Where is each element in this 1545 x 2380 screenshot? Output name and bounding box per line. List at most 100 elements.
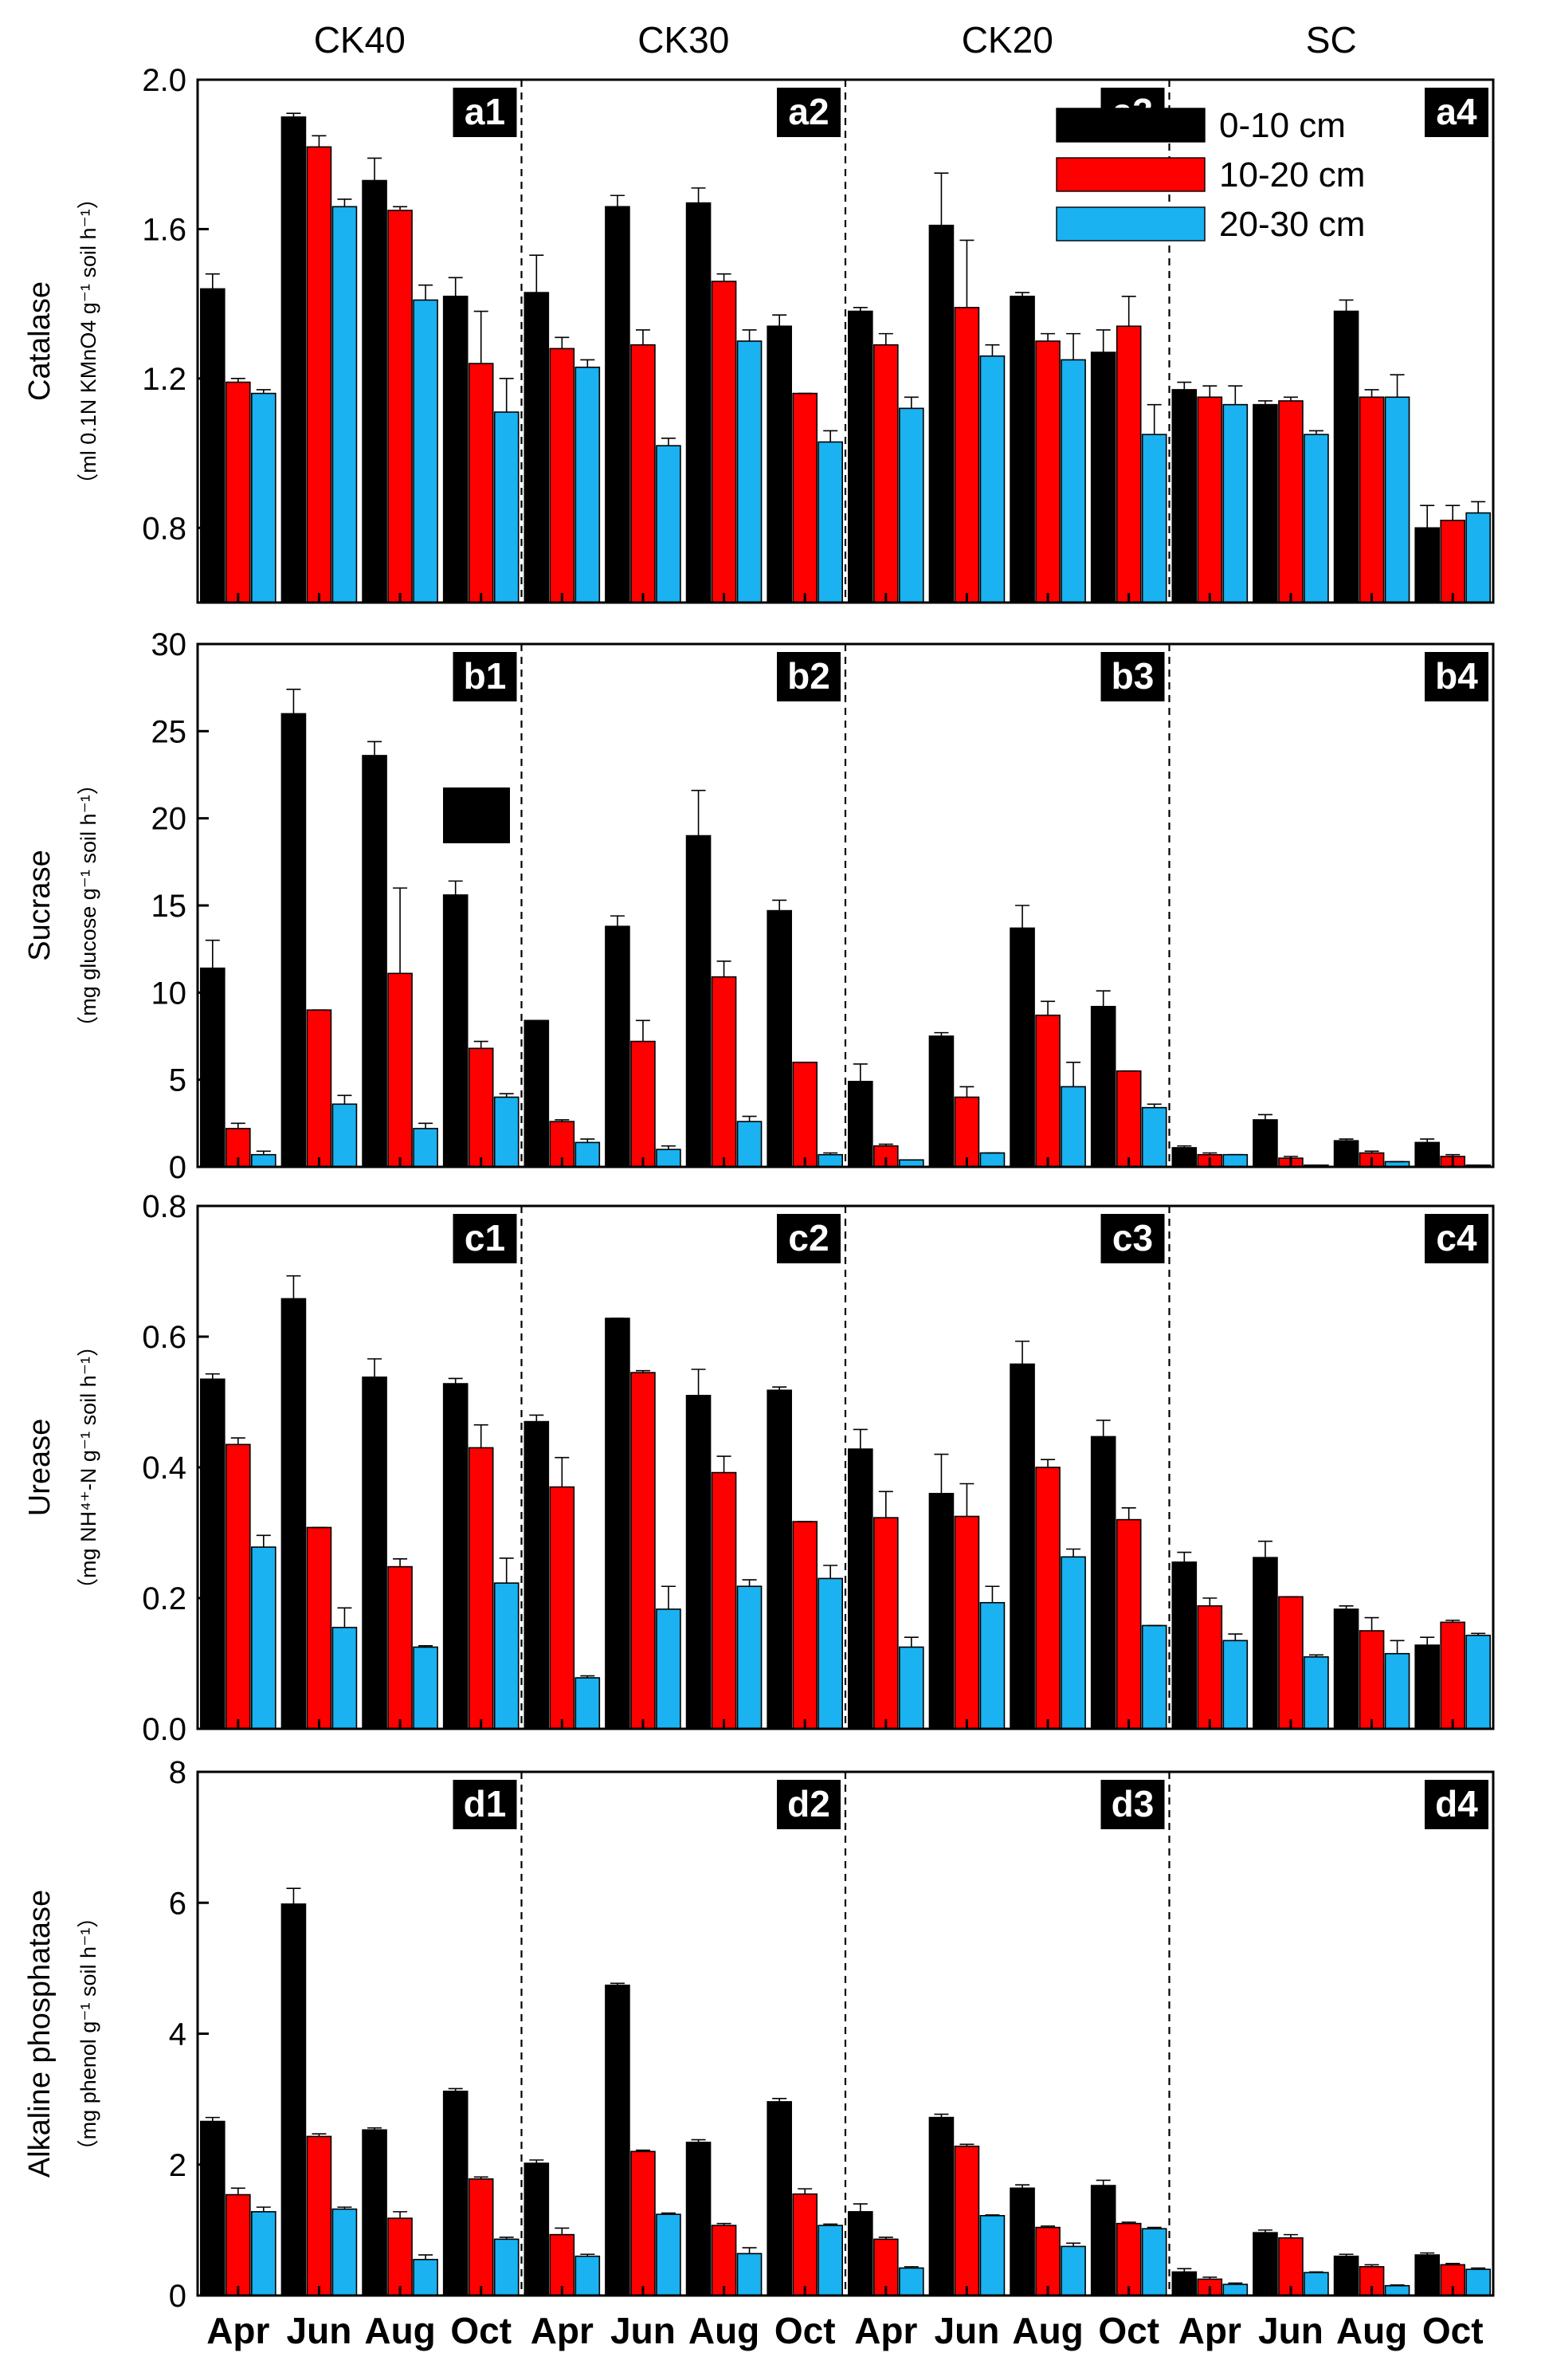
bar-a-ck40-aug-1 [387,210,413,603]
bar-b-sc-aug-0 [1333,1140,1359,1168]
bar-c-sc-jun-2 [1304,1656,1329,1730]
bar-d-ck40-jun-2 [331,2208,358,2296]
chart-panel-b: 0 5 10 15 20 25 30 Sucrase （mg glucose g⁻¹ soil … [23,627,1495,1185]
bar-c-ck20-apr-0 [848,1448,873,1730]
bar-d-ck40-aug-0 [362,2129,387,2296]
bar-b-ck20-jun-1 [954,1096,980,1168]
bar-d-ck30-jun-2 [656,2213,681,2296]
x-tick-label-jun: Jun [610,2310,676,2351]
chart-panel-a: 0.8 1.2 1.6 2.0 Catalase （ml 0.1N KMnO4 g⁻¹ s… [23,63,1495,604]
panel-label-box [1100,652,1165,701]
bar-a-ck20-aug-0 [1010,295,1035,603]
bar-c-ck30-apr-0 [523,1420,550,1730]
chart-panel-c: 0.0 0.2 0.4 0.6 0.8 Urease （mg NH⁴⁺-N g⁻¹ soil… [23,1189,1495,1747]
bar-b-ck40-oct-1 [468,1047,494,1168]
bar-a-sc-oct-0 [1414,527,1440,603]
bar-d-sc-oct-0 [1414,2254,1440,2296]
bar-a-ck30-jun-0 [605,206,630,603]
bar-d-ck20-oct-1 [1116,2222,1142,2296]
bar-b-ck30-oct-1 [792,1062,818,1168]
panel-label-c1: c1 [465,1217,505,1259]
bar-c-ck40-apr-2 [251,1546,276,1730]
bar-b-ck20-oct-2 [1141,1106,1167,1168]
bar-b-ck20-aug-0 [1010,927,1035,1168]
legend-swatch-2 [1056,206,1206,242]
bar-b-ck30-aug-2 [736,1121,763,1168]
group-title-ck40: CK40 [314,19,406,61]
chart-panel-d: 0 2 4 6 8 Alkaline phosphatase （mg phenol g⁻¹ … [23,1755,1495,2314]
bar-d-ck30-oct-1 [792,2193,818,2296]
bar-d-ck20-jun-2 [979,2215,1006,2296]
bar-d-ck20-apr-2 [899,2267,924,2296]
bar-a-ck30-oct-2 [818,441,843,603]
panel-label-box [453,1780,517,1829]
y-tick-label: 20 [151,802,187,837]
bar-b-ck40-oct-2 [493,1096,520,1168]
bar-d-ck40-apr-1 [225,2193,251,2296]
bar-a-sc-jun-1 [1278,400,1304,603]
group-title-ck30: CK30 [637,19,729,61]
bar-d-ck40-jun-1 [306,2135,332,2296]
y-tick-label: 4 [169,2017,186,2052]
bar-c-ck20-aug-1 [1035,1467,1061,1730]
bar-a-ck30-aug-2 [736,340,763,603]
legend-label-1: 10-20 cm [1219,155,1365,194]
panel-label-b2: b2 [787,655,830,697]
bar-d-sc-apr-0 [1171,2271,1198,2296]
bar-c-ck20-oct-2 [1141,1624,1167,1730]
panel-label-d3: d3 [1112,1783,1155,1824]
x-tick-label-jun: Jun [287,2310,352,2351]
bar-c-ck20-aug-2 [1061,1556,1086,1730]
bar-a-ck40-oct-1 [468,363,494,603]
bar-b-ck20-oct-0 [1090,1006,1116,1168]
y-tick-label: 0.8 [142,511,186,546]
bar-d-ck40-oct-0 [442,2090,469,2296]
bar-d-ck20-oct-2 [1141,2228,1167,2296]
y-tick-label: 0 [169,1150,186,1185]
panel-label-box [453,1214,517,1263]
bar-b-ck20-aug-1 [1035,1014,1061,1168]
bar-b-ck30-apr-2 [574,1141,601,1168]
bar-c-ck20-jun-0 [928,1493,955,1730]
y-tick-label: 6 [169,1886,186,1921]
x-tick-label-aug: Aug [688,2310,759,2351]
bar-a-ck40-aug-0 [362,179,387,603]
bar-b-sc-apr-2 [1222,1153,1249,1168]
bar-a-ck30-jun-1 [630,344,656,603]
y-axis-unit: （mg NH⁴⁺-N g⁻¹ soil h⁻¹） [76,1335,100,1600]
y-tick-label: 0.6 [142,1320,186,1355]
bar-b-ck40-aug-0 [362,755,387,1168]
bar-b-ck40-oct-0 [442,894,469,1168]
y-tick-label: 30 [151,627,187,662]
bar-b-ck20-aug-2 [1061,1086,1086,1168]
bar-c-ck40-apr-0 [200,1378,225,1730]
bar-c-sc-oct-2 [1465,1634,1491,1730]
panel-label-box [453,652,517,701]
bar-a-sc-aug-0 [1333,310,1359,603]
bar-b-ck40-jun-0 [280,713,307,1168]
panel-label-a2: a2 [788,91,829,132]
bar-c-ck20-apr-2 [899,1646,924,1730]
bar-b-sc-apr-0 [1171,1147,1198,1168]
bar-d-sc-aug-0 [1333,2255,1359,2296]
bar-b-ck40-apr-2 [251,1153,276,1168]
bar-d-ck40-apr-0 [200,2120,225,2296]
bar-a-sc-jun-2 [1304,434,1329,603]
bar-d-ck20-apr-0 [848,2211,873,2296]
panel-label-a4: a4 [1436,91,1477,132]
x-tick-label-apr: Apr [854,2310,917,2351]
y-axis-unit: （ml 0.1N KMnO4 g⁻¹ soil h⁻¹） [76,187,100,495]
bar-c-sc-oct-1 [1440,1621,1465,1730]
bar-c-ck40-apr-1 [225,1443,251,1730]
bar-d-ck20-oct-0 [1090,2185,1116,2296]
y-tick-label: 25 [151,714,187,749]
bar-c-ck40-jun-0 [280,1298,307,1730]
legend-artifact-box [443,787,510,843]
bar-c-ck40-aug-1 [387,1565,413,1730]
bar-a-ck40-apr-0 [200,288,225,603]
panel-label-box [1425,1214,1488,1263]
bar-b-ck40-jun-1 [306,1009,332,1168]
bar-a-sc-oct-2 [1465,512,1491,603]
bar-d-ck30-oct-0 [767,2101,792,2296]
